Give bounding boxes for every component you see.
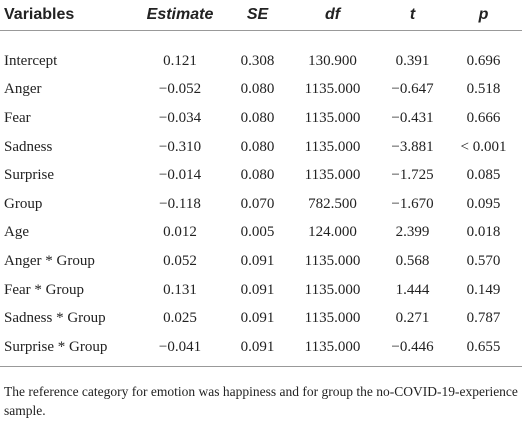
- table-cell: 0.271: [395, 310, 430, 327]
- table-cell: 0.091: [240, 310, 275, 327]
- table-cell: −0.034: [158, 109, 202, 126]
- table-cell: Group: [4, 195, 43, 212]
- table-cell: 1.444: [395, 281, 430, 298]
- table-cell: 0.085: [466, 167, 501, 184]
- table-cell: −0.014: [158, 167, 202, 184]
- table-cell: Fear * Group: [4, 281, 84, 298]
- table-cell: Anger * Group: [4, 252, 95, 269]
- table-cell: 0.121: [163, 52, 197, 69]
- table-cell: Surprise: [4, 167, 54, 184]
- table-row: Anger −0.052 0.080 1135.000 −0.647 0.518: [0, 76, 522, 105]
- table-cell: 0.018: [466, 224, 501, 241]
- results-table: Variables Estimate SE df t p Intercept 0.121 0.…: [0, 0, 522, 367]
- table-cell: 0.091: [240, 252, 275, 269]
- table-cell: 0.070: [240, 195, 275, 212]
- table-cell: Fear: [4, 109, 31, 126]
- header-row: Variables Estimate SE df t p: [0, 0, 522, 31]
- table-cell: Sadness * Group: [4, 310, 106, 327]
- table-row: Sadness * Group 0.025 0.091 1135.000 0.271 0.…: [0, 304, 522, 333]
- table-cell: 1135.000: [304, 167, 361, 184]
- table-cell: 1135.000: [304, 138, 361, 155]
- table-row: Surprise * Group −0.041 0.091 1135.000 −0.44…: [0, 332, 522, 367]
- table-cell: 124.000: [308, 224, 357, 241]
- table-row: Intercept 0.121 0.308 130.900 0.391 0.696: [0, 31, 522, 76]
- table-row: Fear * Group 0.131 0.091 1135.000 1.444 0.149: [0, 276, 522, 305]
- table-cell: 0.091: [240, 281, 275, 298]
- table-cell: Sadness: [4, 138, 53, 155]
- table-cell: 0.005: [240, 224, 275, 241]
- table-cell: 0.308: [240, 52, 275, 69]
- table-cell: 1135.000: [304, 310, 361, 327]
- table-body: Intercept 0.121 0.308 130.900 0.391 0.696 Ange…: [0, 31, 522, 367]
- table-cell: −1.725: [391, 167, 434, 184]
- table-cell: 1135.000: [304, 252, 361, 269]
- table-cell: 0.095: [466, 195, 501, 212]
- table-cell: 0.080: [240, 109, 275, 126]
- table-cell: −0.310: [158, 138, 202, 155]
- table-cell: < 0.001: [460, 138, 507, 155]
- table-cell: 0.091: [230, 332, 285, 367]
- table-cell: 0.052: [163, 252, 197, 269]
- table-cell: 0.570: [466, 252, 501, 269]
- table-cell: 1135.000: [304, 281, 361, 298]
- table-row: Fear −0.034 0.080 1135.000 −0.431 0.666: [0, 104, 522, 133]
- table-cell: Surprise * Group: [0, 332, 130, 367]
- table-cell: Intercept: [4, 52, 58, 69]
- table-cell: 0.787: [466, 310, 501, 327]
- table-cell: −0.041: [130, 332, 230, 367]
- table-cell: 130.900: [308, 52, 357, 69]
- table-cell: 1135.000: [304, 109, 361, 126]
- table-cell: 0.666: [466, 109, 501, 126]
- header-cell: df: [285, 0, 380, 31]
- table-cell: −0.647: [391, 81, 434, 98]
- table-cell: −1.670: [391, 195, 434, 212]
- header-cell: SE: [230, 0, 285, 31]
- table-cell: 1135.000: [285, 332, 380, 367]
- table-cell: −0.446: [380, 332, 445, 367]
- header-cell: Variables: [0, 0, 130, 31]
- table-cell: 0.131: [163, 281, 197, 298]
- table-cell: −0.118: [159, 195, 201, 212]
- table-cell: 1135.000: [304, 81, 361, 98]
- table-cell: 0.012: [163, 224, 197, 241]
- table-cell: 0.149: [466, 281, 501, 298]
- table-cell: Age: [4, 224, 29, 241]
- table-cell: 0.391: [395, 52, 430, 69]
- table-cell: 0.518: [466, 81, 501, 98]
- header-cell: t: [380, 0, 445, 31]
- table-cell: 0.080: [240, 138, 275, 155]
- table-cell: 2.399: [395, 224, 430, 241]
- table-cell: Anger: [4, 81, 42, 98]
- footnote: The reference category for emotion was h…: [4, 384, 518, 418]
- table-row: Age 0.012 0.005 124.000 2.399 0.018: [0, 219, 522, 248]
- table-cell: 0.655: [445, 332, 522, 367]
- table-cell: −0.052: [158, 81, 202, 98]
- header-cell: p: [445, 0, 522, 31]
- table-row: Group −0.118 0.070 782.500 −1.670 0.095: [0, 190, 522, 219]
- table-row: Surprise −0.014 0.080 1135.000 −1.725 0.085: [0, 161, 522, 190]
- table-cell: −0.431: [391, 109, 434, 126]
- header-cell: Estimate: [130, 0, 230, 31]
- table-cell: 0.025: [163, 310, 197, 327]
- table-row: Anger * Group 0.052 0.091 1135.000 0.568 0.57…: [0, 247, 522, 276]
- table-row: Sadness −0.310 0.080 1135.000 −3.881 < 0.001: [0, 133, 522, 162]
- table-cell: 782.500: [308, 195, 357, 212]
- table-cell: 0.080: [240, 81, 275, 98]
- table-cell: 0.696: [466, 52, 501, 69]
- table-cell: 0.568: [395, 252, 430, 269]
- table-cell: 0.080: [240, 167, 275, 184]
- table-cell: −3.881: [391, 138, 434, 155]
